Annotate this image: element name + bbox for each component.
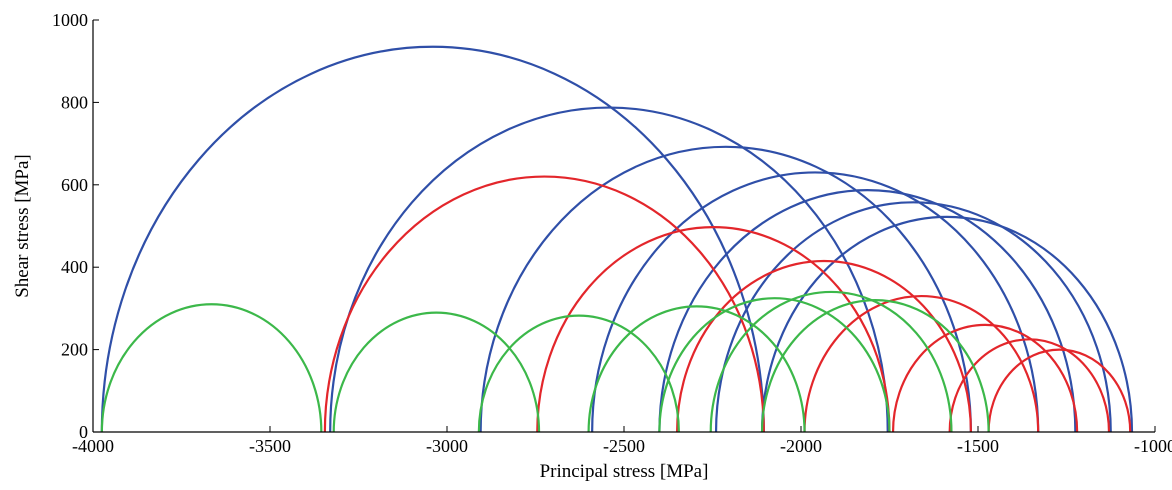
y-tick-label: 1000 — [52, 10, 88, 30]
blue-mohr-circle — [591, 171, 1040, 433]
green-mohr-circle — [332, 311, 541, 433]
blue-mohr-circle — [100, 45, 765, 433]
blue-mohr-circle — [658, 188, 1077, 433]
x-tick-label: -1500 — [957, 436, 999, 456]
blue-mohr-circle — [714, 201, 1112, 433]
x-tick-label: -4000 — [72, 436, 114, 456]
green-mohr-circle — [100, 303, 323, 433]
x-axis-title: Principal stress [MPa] — [540, 461, 709, 482]
y-tick-label: 600 — [61, 175, 88, 195]
x-tick-label: -3000 — [426, 436, 468, 456]
blue-mohr-circle — [760, 215, 1134, 433]
y-ticks: 0 200 400 600 800 1000 — [52, 10, 99, 442]
mohr-circles — [100, 45, 1134, 433]
y-tick-label: 0 — [79, 422, 88, 442]
green-mohr-circle — [760, 299, 990, 433]
green-mohr-circle — [587, 305, 806, 433]
x-ticks: -4000 -3500 -3000 -2500 -2000 -1500 -1000 — [72, 426, 1172, 456]
y-tick-label: 400 — [61, 257, 88, 277]
y-tick-label: 800 — [61, 92, 88, 112]
red-mohr-circle — [803, 294, 1040, 433]
y-axis-title: Shear stress [MPa] — [12, 154, 33, 298]
red-mohr-circle — [891, 323, 1079, 433]
y-tick-label: 200 — [61, 340, 88, 360]
red-mohr-circle — [536, 225, 891, 433]
green-mohr-circle — [658, 297, 891, 433]
blue-mohr-circle — [329, 106, 889, 433]
green-mohr-circle — [477, 314, 680, 433]
x-tick-label: -1000 — [1134, 436, 1172, 456]
red-mohr-circle — [987, 348, 1132, 433]
red-mohr-circle — [323, 175, 765, 433]
x-tick-label: -3500 — [249, 436, 291, 456]
x-tick-label: -2000 — [780, 436, 822, 456]
green-mohr-circle — [709, 290, 953, 433]
x-tick-label: -2500 — [603, 436, 645, 456]
red-mohr-circle — [676, 259, 973, 433]
red-mohr-circle — [948, 338, 1111, 433]
